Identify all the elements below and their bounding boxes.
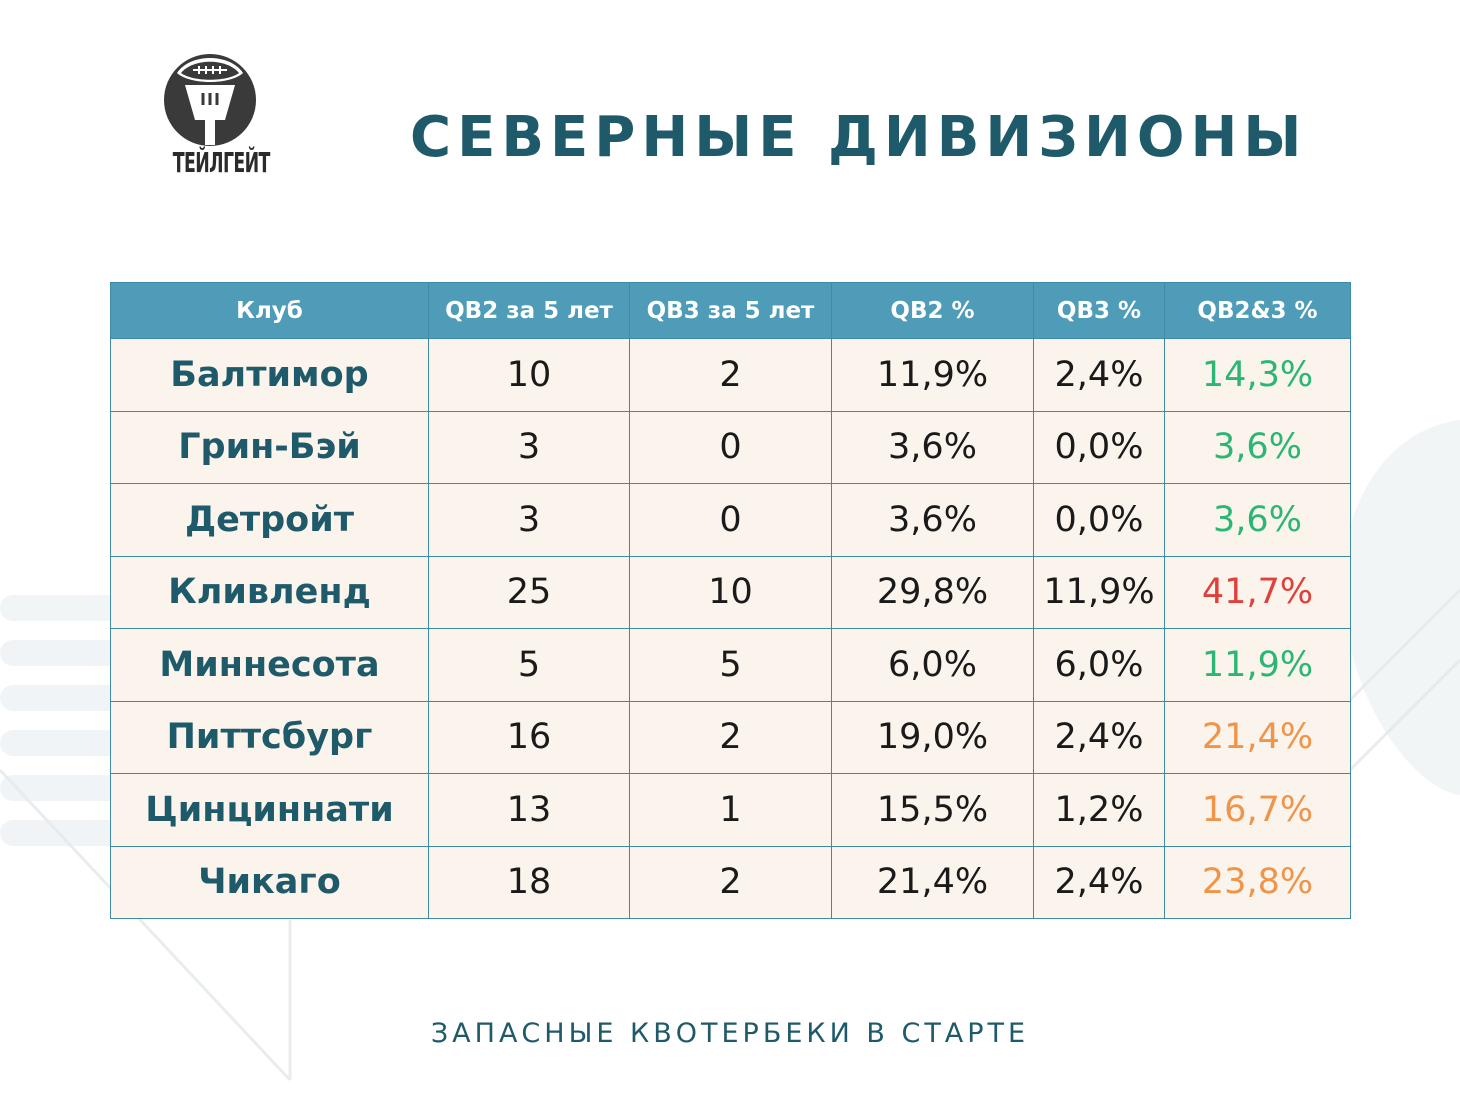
qb3-pct-cell: 0,0% (1033, 483, 1165, 557)
qb3-pct-cell: 2,4% (1033, 845, 1165, 919)
total-pct-cell: 21,4% (1164, 700, 1351, 774)
table-row: Балтимор 10 2 11,9% 2,4% 14,3% (110, 338, 1351, 412)
table-row: Кливленд 25 10 29,8% 11,9% 41,7% (110, 555, 1351, 629)
table-header-row: Клуб QB2 за 5 лет QB3 за 5 лет QB2 % QB3… (110, 282, 1351, 339)
qb2-pct-cell: 21,4% (831, 845, 1034, 919)
qb3-pct-cell: 2,4% (1033, 338, 1165, 412)
club-cell: Грин-Бэй (110, 410, 429, 484)
qb2-cell: 18 (428, 845, 630, 919)
total-pct-cell: 11,9% (1164, 628, 1351, 702)
qb2-cell: 5 (428, 628, 630, 702)
qb3-cell: 0 (629, 483, 832, 557)
qb3-cell: 10 (629, 555, 832, 629)
header-qb2-5y: QB2 за 5 лет (428, 282, 630, 339)
club-cell: Цинциннати (110, 773, 429, 847)
qb3-cell: 2 (629, 338, 832, 412)
qb2-cell: 13 (428, 773, 630, 847)
qb2-pct-cell: 11,9% (831, 338, 1034, 412)
qb2-cell: 25 (428, 555, 630, 629)
table-row: Миннесота 5 5 6,0% 6,0% 11,9% (110, 628, 1351, 702)
total-pct-cell: 23,8% (1164, 845, 1351, 919)
header-club: Клуб (110, 282, 429, 339)
qb3-cell: 2 (629, 845, 832, 919)
qb3-pct-cell: 6,0% (1033, 628, 1165, 702)
table-row: Детройт 3 0 3,6% 0,0% 3,6% (110, 483, 1351, 557)
teilgeit-logo (164, 54, 256, 146)
qb3-pct-cell: 1,2% (1033, 773, 1165, 847)
club-cell: Детройт (110, 483, 429, 557)
club-cell: Кливленд (110, 555, 429, 629)
qb2-pct-cell: 29,8% (831, 555, 1034, 629)
stats-table: Клуб QB2 за 5 лет QB3 за 5 лет QB2 % QB3… (110, 282, 1351, 919)
footer-caption: ЗАПАСНЫЕ КВОТЕРБЕКИ В СТАРТЕ (430, 1018, 1030, 1049)
qb3-cell: 0 (629, 410, 832, 484)
page-title: СЕВЕРНЫЕ ДИВИЗИОНЫ (410, 105, 1308, 170)
qb2-cell: 3 (428, 483, 630, 557)
header-qb2-pct: QB2 % (831, 282, 1034, 339)
club-cell: Питтсбург (110, 700, 429, 774)
qb2-cell: 16 (428, 700, 630, 774)
qb2-pct-cell: 19,0% (831, 700, 1034, 774)
logo-text: ТЕЙЛГЕЙТ (172, 146, 271, 179)
qb2-cell: 3 (428, 410, 630, 484)
table-row: Питтсбург 16 2 19,0% 2,4% 21,4% (110, 700, 1351, 774)
table-row: Чикаго 18 2 21,4% 2,4% 23,8% (110, 845, 1351, 919)
club-cell: Миннесота (110, 628, 429, 702)
qb3-cell: 2 (629, 700, 832, 774)
qb2-pct-cell: 3,6% (831, 410, 1034, 484)
qb3-cell: 5 (629, 628, 832, 702)
header-qb3-5y: QB3 за 5 лет (629, 282, 832, 339)
qb2-cell: 10 (428, 338, 630, 412)
table-row: Грин-Бэй 3 0 3,6% 0,0% 3,6% (110, 410, 1351, 484)
qb3-pct-cell: 0,0% (1033, 410, 1165, 484)
qb2-pct-cell: 3,6% (831, 483, 1034, 557)
qb3-pct-cell: 11,9% (1033, 555, 1165, 629)
total-pct-cell: 41,7% (1164, 555, 1351, 629)
qb2-pct-cell: 6,0% (831, 628, 1034, 702)
total-pct-cell: 14,3% (1164, 338, 1351, 412)
qb3-cell: 1 (629, 773, 832, 847)
club-cell: Чикаго (110, 845, 429, 919)
club-cell: Балтимор (110, 338, 429, 412)
header-qb3-pct: QB3 % (1033, 282, 1165, 339)
qb3-pct-cell: 2,4% (1033, 700, 1165, 774)
total-pct-cell: 16,7% (1164, 773, 1351, 847)
total-pct-cell: 3,6% (1164, 483, 1351, 557)
total-pct-cell: 3,6% (1164, 410, 1351, 484)
qb2-pct-cell: 15,5% (831, 773, 1034, 847)
header-qb23-pct: QB2&3 % (1164, 282, 1351, 339)
table-row: Цинциннати 13 1 15,5% 1,2% 16,7% (110, 773, 1351, 847)
